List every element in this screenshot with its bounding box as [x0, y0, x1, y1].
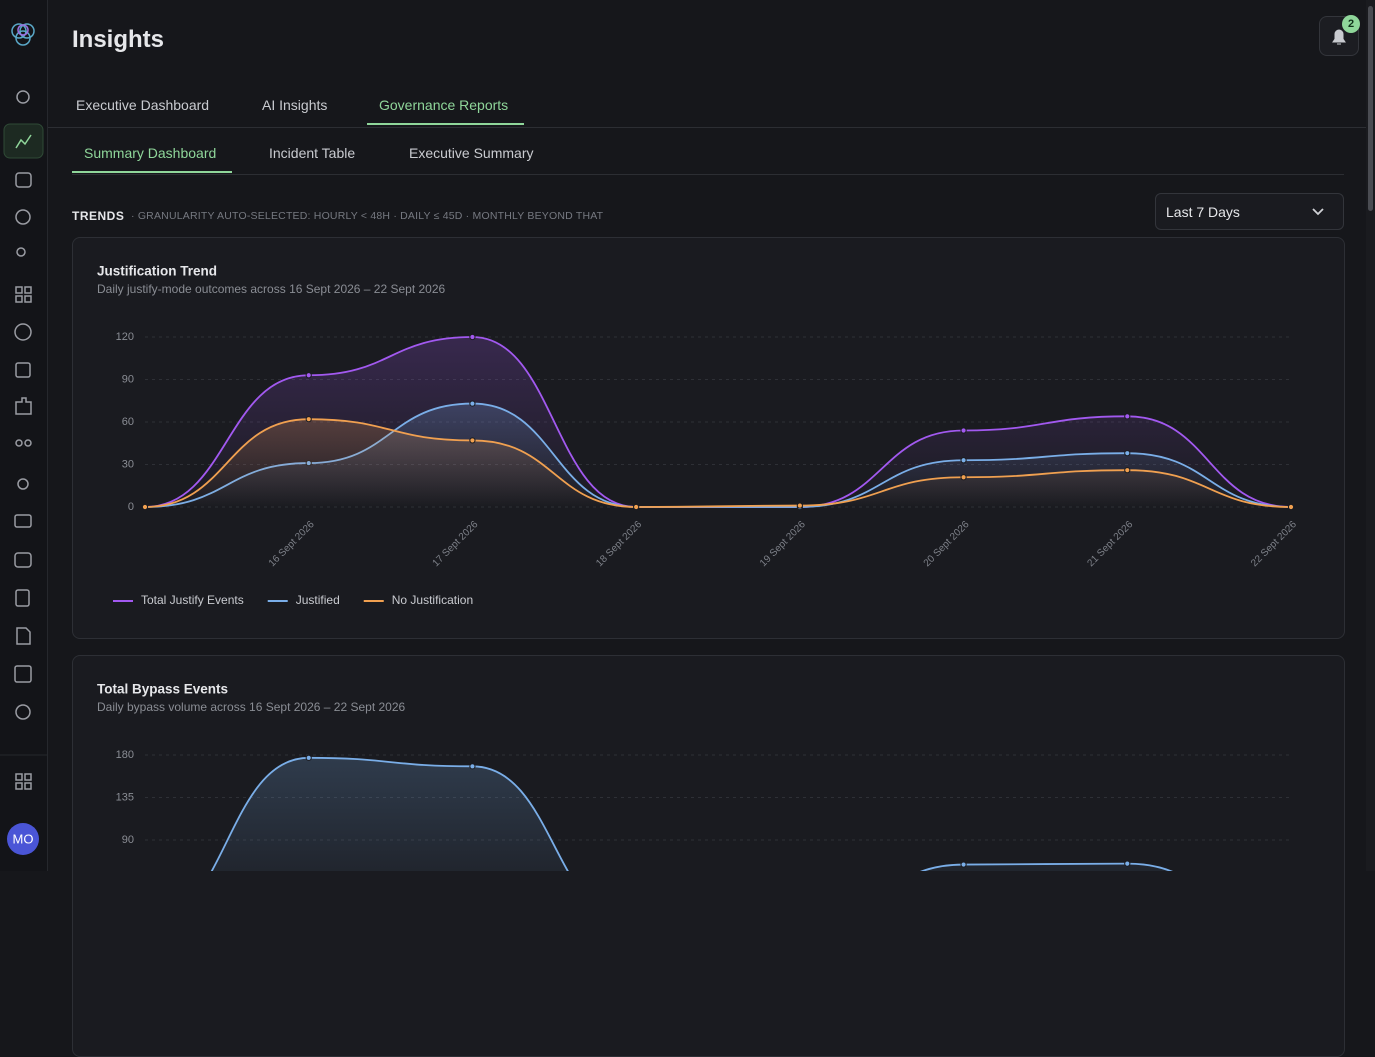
bell-icon	[1332, 29, 1346, 45]
tabs-divider	[48, 127, 1375, 128]
nav-icon[interactable]	[15, 362, 31, 378]
chart-subtitle: Daily bypass volume across 16 Sept 2026 …	[97, 700, 406, 714]
nav-icon[interactable]	[15, 172, 32, 188]
trends-label: TRENDS	[72, 209, 125, 223]
point	[633, 503, 640, 511]
tab[interactable]: Summary Dashboard	[84, 145, 217, 161]
x-tick-label: 22 Sept 2026	[1249, 519, 1299, 569]
point	[1124, 450, 1131, 457]
area	[211, 757, 1171, 871]
nav-icon[interactable]	[16, 247, 26, 257]
point	[960, 861, 967, 868]
tab-underline	[72, 171, 232, 173]
nav-icon[interactable]	[15, 589, 30, 607]
y-tick-label: 0	[128, 501, 134, 513]
y-tick-label: 180	[116, 749, 134, 761]
page-title: Insights	[72, 26, 165, 53]
tab[interactable]: AI Insights	[262, 97, 328, 113]
nav-icon[interactable]	[14, 665, 32, 683]
nav-icon[interactable]	[15, 209, 31, 225]
y-tick-label: 90	[122, 373, 134, 385]
point	[1124, 860, 1131, 867]
legend-label: Justified	[296, 593, 340, 607]
tab[interactable]: Executive Summary	[409, 145, 534, 161]
range-select-value: Last 7 Days	[1166, 204, 1240, 220]
nav-icon[interactable]	[14, 552, 32, 568]
point	[1124, 467, 1131, 474]
line	[144, 418, 1292, 508]
point	[1124, 413, 1131, 420]
chart-title: Justification Trend	[97, 264, 217, 279]
scrollbar	[1366, 0, 1375, 871]
sidebar-icons: MO	[0, 23, 47, 855]
point	[141, 503, 149, 511]
chart-title: Total Bypass Events	[97, 682, 228, 697]
avatar[interactable]	[7, 823, 39, 855]
search-icon[interactable]	[16, 90, 30, 104]
point	[305, 754, 312, 761]
point	[960, 427, 967, 434]
x-tick-label: 21 Sept 2026	[1085, 519, 1135, 569]
tab[interactable]: Incident Table	[269, 145, 356, 161]
x-tick-label: 16 Sept 2026	[267, 519, 317, 569]
point	[305, 372, 312, 379]
trends-note: · GRANULARITY AUTO-SELECTED: HOURLY < 48…	[131, 210, 604, 222]
notification-badge: 2	[1342, 15, 1360, 33]
x-tick-label: 18 Sept 2026	[594, 519, 644, 569]
nav-icon[interactable]	[15, 439, 23, 447]
y-tick-label: 120	[116, 331, 134, 343]
point	[960, 457, 967, 464]
nav-icon[interactable]	[14, 514, 32, 528]
chevron-icon	[1312, 208, 1324, 216]
legend-label: Total Justify Events	[141, 593, 244, 607]
point	[1287, 503, 1295, 511]
legend-label: No Justification	[392, 593, 473, 607]
logo	[11, 23, 35, 46]
active-nav[interactable]	[3, 123, 44, 159]
point	[469, 437, 476, 444]
scrollbar-thumb[interactable]	[1368, 6, 1373, 211]
tab[interactable]: Executive Dashboard	[76, 97, 210, 113]
x-tick-label: 17 Sept 2026	[431, 519, 481, 569]
avatar-initials: MO	[13, 831, 34, 846]
nav-icon[interactable]	[17, 478, 29, 490]
nav-icon[interactable]	[16, 627, 31, 645]
apps-icon[interactable]	[15, 773, 23, 781]
tab[interactable]: Governance Reports	[379, 97, 509, 113]
sidebar: MO	[0, 0, 48, 871]
chart-subtitle: Daily justify-mode outcomes across 16 Se…	[97, 282, 446, 296]
range-select[interactable]: Last 7 Days	[1155, 193, 1344, 230]
point	[796, 502, 803, 509]
y-tick-label: 90	[122, 834, 134, 846]
y-tick-label: 135	[116, 791, 134, 803]
point	[305, 416, 312, 423]
point	[469, 333, 476, 341]
settings-icon[interactable]	[15, 704, 31, 720]
tab-underline	[367, 123, 524, 125]
insights-icon[interactable]	[15, 134, 32, 149]
x-tick-label: 20 Sept 2026	[922, 519, 972, 569]
point	[469, 763, 476, 770]
point	[960, 474, 967, 481]
charts: Justification Trend Daily justify-mode ou…	[97, 264, 1299, 871]
area	[145, 419, 1291, 507]
x-tick-label: 19 Sept 2026	[758, 519, 808, 569]
nav-icon[interactable]	[15, 397, 32, 415]
point	[469, 400, 476, 407]
y-tick-label: 60	[122, 416, 134, 428]
y-tick-label: 30	[122, 458, 134, 470]
nav-icon[interactable]	[15, 286, 23, 294]
subtabs-divider	[72, 174, 1344, 175]
nav-icon[interactable]	[14, 323, 32, 341]
